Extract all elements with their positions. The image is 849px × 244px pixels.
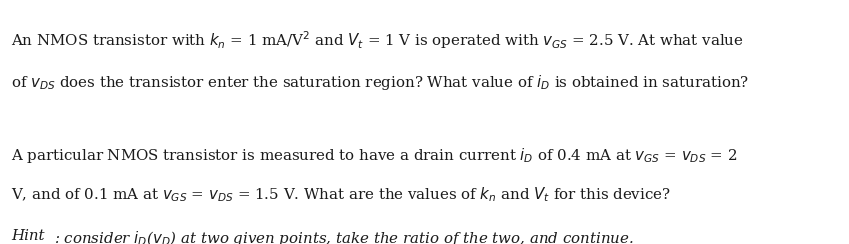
- Text: Hint: Hint: [11, 229, 44, 243]
- Text: : consider $i_D$($v_D$) at two given points, take the ratio of the two, and cont: : consider $i_D$($v_D$) at two given poi…: [54, 229, 634, 244]
- Text: V, and of 0.1 mA at $v_{GS}$ = $v_{DS}$ = 1.5 V. What are the values of $k_n$ an: V, and of 0.1 mA at $v_{GS}$ = $v_{DS}$ …: [11, 185, 671, 204]
- Text: An NMOS transistor with $k_n$ = 1 mA/V$^2$ and $V_t$ = 1 V is operated with $v_{: An NMOS transistor with $k_n$ = 1 mA/V$^…: [11, 29, 744, 51]
- Text: A particular NMOS transistor is measured to have a drain current $i_D$ of 0.4 mA: A particular NMOS transistor is measured…: [11, 146, 738, 165]
- Text: of $v_{DS}$ does the transistor enter the saturation region? What value of $i_D$: of $v_{DS}$ does the transistor enter th…: [11, 73, 749, 92]
